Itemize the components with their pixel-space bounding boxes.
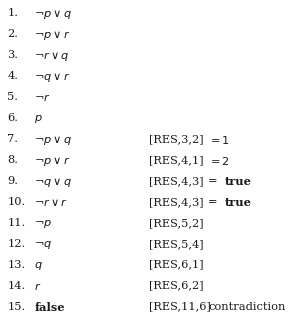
Text: 11.: 11. xyxy=(8,218,26,228)
Text: $\neg q \vee q$: $\neg q \vee q$ xyxy=(34,176,73,189)
Text: $p$: $p$ xyxy=(34,113,43,125)
Text: $r$: $r$ xyxy=(34,280,42,292)
Text: 12.: 12. xyxy=(8,239,26,249)
Text: 9.: 9. xyxy=(8,176,19,186)
Text: 10.: 10. xyxy=(8,197,26,207)
Text: $\neg q$: $\neg q$ xyxy=(34,239,53,251)
Text: $= 2$: $= 2$ xyxy=(208,155,230,167)
Text: $\neg q \vee r$: $\neg q \vee r$ xyxy=(34,71,71,84)
Text: 5.: 5. xyxy=(8,92,19,102)
Text: 2.: 2. xyxy=(8,29,19,39)
Text: [RES,3,2]: [RES,3,2] xyxy=(148,134,203,144)
Text: [RES,5,2]: [RES,5,2] xyxy=(148,218,203,228)
Text: [RES,4,3]: [RES,4,3] xyxy=(148,176,203,186)
Text: [RES,6,2]: [RES,6,2] xyxy=(148,280,203,291)
Text: $\neg p \vee q$: $\neg p \vee q$ xyxy=(34,134,73,147)
Text: 15.: 15. xyxy=(8,302,26,312)
Text: =: = xyxy=(208,197,222,207)
Text: contradiction: contradiction xyxy=(208,302,286,312)
Text: [RES,6,1]: [RES,6,1] xyxy=(148,260,203,270)
Text: $\neg p \vee q$: $\neg p \vee q$ xyxy=(34,8,73,21)
Text: $\neg p \vee r$: $\neg p \vee r$ xyxy=(34,29,71,42)
Text: =: = xyxy=(208,176,222,186)
Text: 3.: 3. xyxy=(8,50,19,60)
Text: 1.: 1. xyxy=(8,8,19,18)
Text: 8.: 8. xyxy=(8,155,19,165)
Text: false: false xyxy=(34,302,65,313)
Text: $= 1$: $= 1$ xyxy=(208,134,231,146)
Text: $\neg r \vee r$: $\neg r \vee r$ xyxy=(34,197,69,208)
Text: $\neg p \vee r$: $\neg p \vee r$ xyxy=(34,155,71,168)
Text: $q$: $q$ xyxy=(34,260,43,272)
Text: 7.: 7. xyxy=(8,134,19,144)
Text: [RES,11,6]: [RES,11,6] xyxy=(148,302,210,312)
Text: [RES,4,3]: [RES,4,3] xyxy=(148,197,203,207)
Text: $\neg p$: $\neg p$ xyxy=(34,218,53,230)
Text: 13.: 13. xyxy=(8,260,26,270)
Text: 14.: 14. xyxy=(8,280,26,291)
Text: $\neg r$: $\neg r$ xyxy=(34,92,51,103)
Text: $\neg r \vee q$: $\neg r \vee q$ xyxy=(34,50,70,63)
Text: [RES,4,1]: [RES,4,1] xyxy=(148,155,203,165)
Text: true: true xyxy=(225,197,252,208)
Text: true: true xyxy=(225,176,252,187)
Text: 4.: 4. xyxy=(8,71,19,81)
Text: [RES,5,4]: [RES,5,4] xyxy=(148,239,203,249)
Text: 6.: 6. xyxy=(8,113,19,123)
